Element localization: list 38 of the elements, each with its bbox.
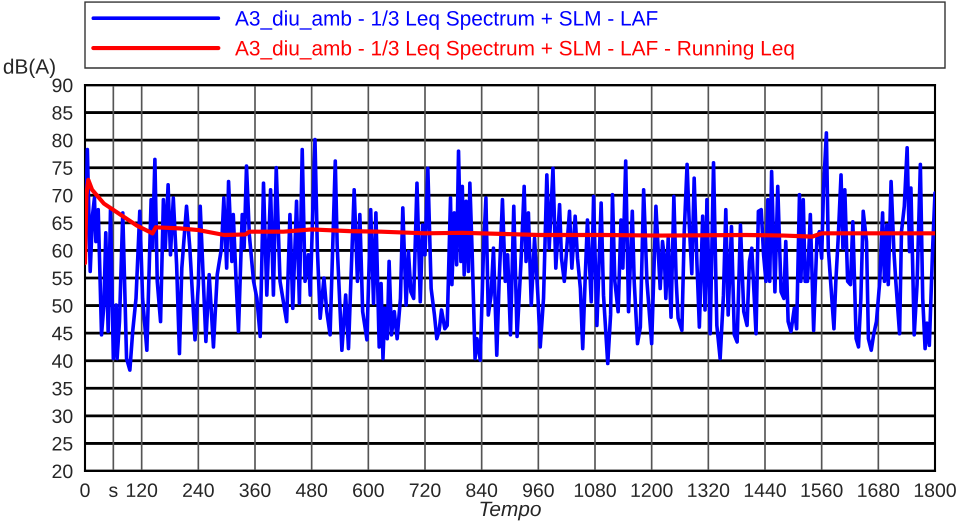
x-tick-label: 480 (296, 483, 328, 498)
line-series (85, 178, 935, 266)
y-tick-label: 30 (52, 409, 72, 424)
x-tick-label: 1560 (802, 483, 843, 498)
x-tick-label: 1440 (744, 483, 786, 498)
y-tick-label: 45 (52, 326, 72, 340)
x-tick-label: 1320 (688, 483, 730, 498)
x-tick-label: 1080 (574, 483, 616, 498)
x-tick-label: 360 (240, 483, 270, 498)
y-tick-label: 70 (52, 188, 72, 203)
y-axis-title: dB(A) (4, 58, 55, 78)
x-tick-label: 720 (410, 483, 440, 498)
x-tick-label: 1200 (632, 483, 673, 498)
x-tick-label: 1680 (858, 483, 900, 498)
x-tick-label: 240 (183, 483, 214, 498)
y-tick-label: 85 (52, 106, 72, 120)
text: A3_diu_amb - 1/3 Leq Spectrum + SLM - LAF (235, 10, 658, 30)
y-tick-label: 40 (52, 354, 72, 368)
y-tick-label: 55 (52, 272, 72, 286)
x-tick-label: s (109, 486, 118, 498)
x-tick-label: 840 (466, 483, 498, 498)
y-tick-label: 60 (52, 244, 72, 258)
y-tick-label: 35 (52, 382, 72, 396)
x-tick-label: 0 (80, 483, 90, 498)
x-tick-label: 1800 (914, 483, 956, 498)
x-tick-label: 120 (126, 483, 158, 498)
y-tick-label: 20 (52, 464, 72, 478)
y-tick-label: 50 (52, 299, 72, 313)
x-tick-label: 960 (523, 483, 554, 498)
y-tick-label: 65 (52, 216, 72, 230)
y-tick-label: 80 (52, 134, 72, 148)
y-tick-label: 25 (52, 436, 72, 451)
x-axis-title: Tempo (480, 502, 541, 520)
text: A3_diu_amb - 1/3 Leq Spectrum + SLM - LAF - Running Leq (235, 40, 794, 60)
x-tick-label: 600 (353, 483, 384, 498)
y-tick-label: 90 (52, 78, 72, 92)
y-tick-label: 75 (52, 161, 72, 175)
line-series (85, 131, 935, 372)
